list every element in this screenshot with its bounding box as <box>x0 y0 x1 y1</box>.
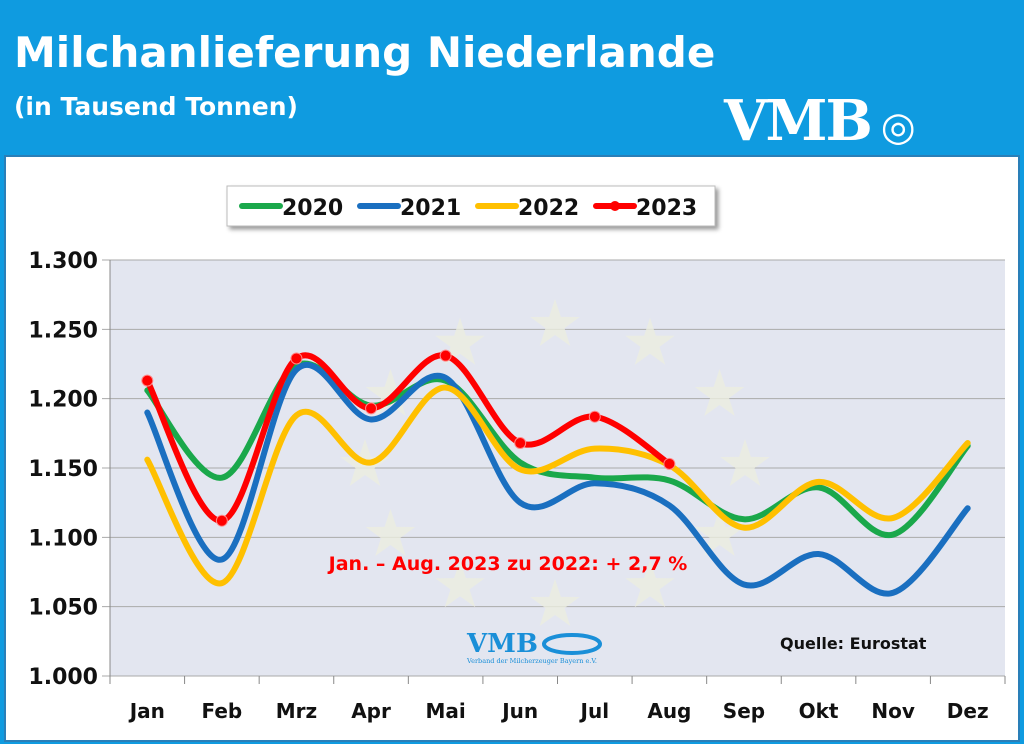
x-tick-label: Jun <box>500 699 538 723</box>
data-point-2023 <box>290 352 303 365</box>
series-line-2022 <box>144 384 971 587</box>
x-tick-label: Nov <box>871 699 915 723</box>
annotation: Jan. – Aug. 2023 zu 2022: + 2,7 % <box>327 553 688 575</box>
legend-marker <box>610 201 620 211</box>
y-tick-label: 1.300 <box>28 249 98 274</box>
x-tick-label: Aug <box>647 699 691 723</box>
eu-star <box>694 369 745 417</box>
data-point-2023 <box>365 402 378 415</box>
eu-star <box>365 369 416 417</box>
x-tick-label: Mai <box>425 699 465 723</box>
x-tick-label: Okt <box>799 699 839 723</box>
eu-star <box>435 317 485 365</box>
svg-text:VMB: VMB <box>466 629 538 659</box>
eu-star <box>530 299 580 347</box>
y-tick-label: 1.200 <box>28 388 98 413</box>
legend: 2020 2021 2022 2023 <box>226 185 716 227</box>
data-point-2023 <box>514 437 527 450</box>
legend-label: 2022 <box>518 196 579 221</box>
x-tick-label: Sep <box>723 699 765 723</box>
page-title: Milchanlieferung Niederlande <box>14 28 716 77</box>
y-tick-label: 1.000 <box>28 665 98 690</box>
data-point-2023 <box>215 514 228 527</box>
y-tick-label: 1.250 <box>28 318 98 343</box>
source-label: Quelle: Eurostat <box>780 634 927 653</box>
data-point-2023 <box>663 457 676 470</box>
page-subtitle: (in Tausend Tonnen) <box>14 92 298 121</box>
data-point-2023 <box>141 374 154 387</box>
x-tick-label: Feb <box>202 699 243 723</box>
x-tick-label: Jul <box>579 699 610 723</box>
x-tick-label: Dez <box>947 699 989 723</box>
legend-label: 2023 <box>636 196 697 221</box>
x-tick-label: Apr <box>351 699 391 723</box>
y-tick-label: 1.050 <box>28 596 98 621</box>
eu-star <box>365 509 416 557</box>
x-tick-label: Jan <box>128 699 165 723</box>
legend-label: 2021 <box>400 196 461 221</box>
svg-text:Verband der Milcherzeuger Baye: Verband der Milcherzeuger Bayern e.V. <box>466 657 597 665</box>
eu-star <box>530 579 580 627</box>
vmb-logo: VMB ◎ <box>724 88 916 154</box>
eu-stars-watermark <box>340 299 770 627</box>
eu-star <box>694 509 745 557</box>
y-tick-label: 1.100 <box>28 526 98 551</box>
legend-label: 2020 <box>282 196 343 221</box>
watermark-logo: VMB Verband der Milcherzeuger Bayern e.V… <box>466 629 602 665</box>
data-point-2023 <box>439 349 452 362</box>
x-tick-label: Mrz <box>276 699 317 723</box>
eu-star <box>625 317 675 365</box>
eu-star <box>625 560 675 608</box>
eu-star <box>720 439 770 487</box>
series-line-2021 <box>144 362 971 597</box>
eu-star <box>435 560 485 608</box>
data-point-2023 <box>588 410 601 423</box>
y-tick-label: 1.150 <box>28 457 98 482</box>
